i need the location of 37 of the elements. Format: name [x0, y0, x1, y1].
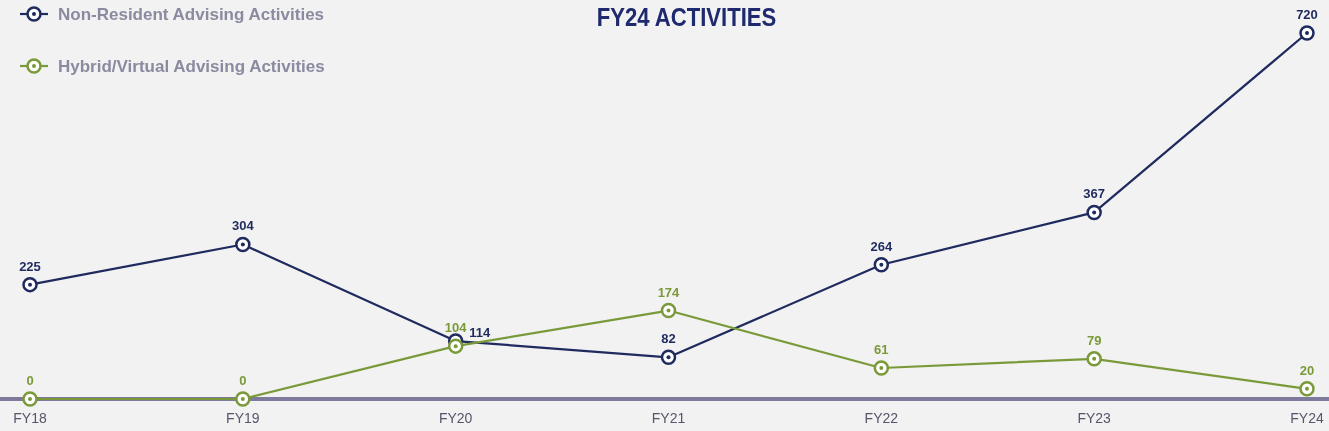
point [660, 349, 677, 366]
data-label: 114 [469, 325, 491, 341]
data-label: 61 [874, 341, 889, 357]
x-tick-label: FY18 [13, 410, 47, 426]
x-tick-label: FY20 [438, 410, 473, 426]
data-label: 225 [19, 258, 41, 274]
point [1086, 351, 1102, 367]
x-tick-label: FY24 [1290, 410, 1324, 426]
point [1299, 381, 1315, 397]
chart-title: FY24 ACTIVITIES [596, 2, 777, 32]
data-label: 82 [661, 331, 676, 347]
point [660, 302, 677, 319]
data-label: 720 [1296, 7, 1318, 22]
data-label: 0 [26, 373, 34, 388]
legend-label: Hybrid/Virtual Advising Activities [58, 57, 325, 76]
data-label: 20 [1299, 362, 1315, 378]
data-label: 104 [444, 320, 468, 336]
x-tick-label: FY23 [1077, 410, 1112, 426]
x-tick-label: FY22 [864, 410, 899, 426]
point [447, 338, 464, 354]
data-label: 174 [657, 284, 681, 300]
point [235, 391, 251, 407]
point [235, 236, 251, 253]
point [22, 391, 38, 407]
point [873, 257, 890, 273]
data-label: 264 [870, 238, 893, 254]
data-label: 367 [1083, 186, 1106, 202]
point [22, 276, 38, 293]
data-label: 79 [1086, 332, 1102, 348]
data-label: 304 [231, 218, 255, 234]
x-tick-label: FY19 [226, 410, 260, 426]
point [1086, 204, 1102, 221]
x-tick-label: FY21 [651, 410, 686, 426]
legend-label: Non-Resident Advising Activities [58, 5, 325, 24]
point [873, 360, 890, 376]
data-label: 0 [239, 373, 247, 388]
point [1299, 25, 1315, 41]
